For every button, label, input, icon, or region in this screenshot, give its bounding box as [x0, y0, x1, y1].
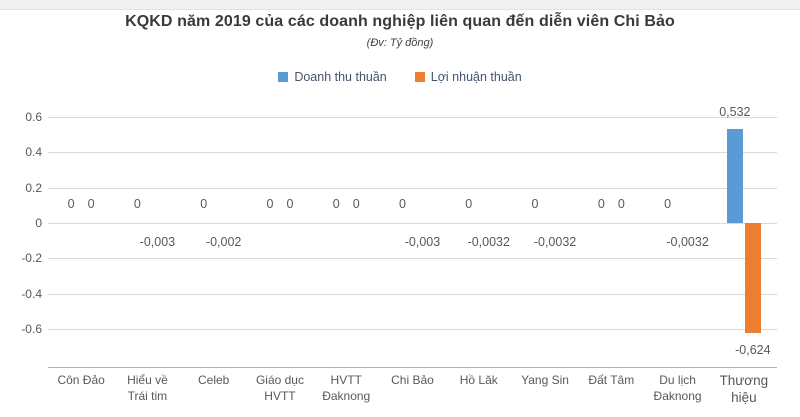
- data-label: -0,002: [205, 235, 242, 249]
- bar-loi-nhuan-thuan: [744, 223, 761, 334]
- data-label: 0: [465, 197, 473, 211]
- data-label: -0,624: [735, 343, 771, 358]
- legend-item: Doanh thu thuần: [278, 70, 387, 84]
- x-axis-category-label: Côn Đảo: [57, 373, 105, 387]
- x-axis-category-label: Yang Sin: [521, 373, 569, 387]
- bar-doanh-thu-thuan: [726, 128, 743, 223]
- data-label: 0,532: [719, 104, 751, 119]
- gridline: [48, 223, 777, 224]
- y-axis-tick-label: -0.6: [21, 322, 42, 337]
- data-label: -0,003: [404, 235, 441, 249]
- data-label: 0: [531, 197, 539, 211]
- chart-subtitle: (Đv: Tỷ đồng): [366, 37, 434, 49]
- gridline: [48, 329, 777, 331]
- x-axis-category-label: Chi Bảo: [391, 373, 434, 387]
- data-label: 0: [133, 197, 141, 211]
- x-axis-category-label: HVTT Đaknong: [322, 373, 371, 403]
- gridline: [48, 187, 777, 189]
- data-label: 0: [286, 197, 294, 211]
- y-axis-tick-label: 0.2: [25, 180, 42, 195]
- x-axis-category-label: Du lịch Đaknong: [653, 373, 702, 403]
- x-axis-category-label: Thương hiệu: [719, 373, 769, 405]
- x-axis-category-label: Hồ Lăk: [459, 373, 498, 387]
- x-axis-line: [48, 367, 777, 368]
- legend-swatch: [414, 72, 425, 82]
- data-label: 0: [266, 197, 274, 211]
- data-label: 0: [67, 197, 75, 211]
- gridline: [48, 258, 777, 260]
- y-axis-tick-label: -0.4: [21, 286, 42, 301]
- y-axis-tick-label: -0.2: [21, 251, 42, 266]
- gridline: [48, 116, 777, 118]
- legend-label: Lợi nhuận thuần: [430, 70, 522, 84]
- data-label: -0,0032: [467, 235, 510, 249]
- chart-title: KQKD năm 2019 của các doanh nghiệp liên …: [125, 13, 675, 30]
- x-axis-category-label: Celeb: [197, 373, 230, 387]
- x-axis-category-label: Giáo dục HVTT: [255, 373, 304, 403]
- window-top-strip: [0, 0, 800, 10]
- data-label: 0: [664, 197, 672, 211]
- gridline: [48, 152, 777, 154]
- data-label: 0: [617, 197, 625, 211]
- data-label: -0,003: [139, 235, 176, 249]
- data-label: -0,0032: [533, 235, 577, 249]
- x-axis-category-label: Hiểu về Trái tim: [127, 373, 168, 403]
- legend-label: Doanh thu thuần: [294, 70, 387, 84]
- y-axis-tick-label: 0.4: [25, 145, 42, 160]
- data-label: 0: [200, 197, 208, 211]
- y-axis-tick-label: 0.6: [25, 109, 42, 124]
- gridline: [48, 293, 777, 295]
- data-label: 0: [87, 197, 95, 211]
- legend-swatch: [278, 72, 289, 82]
- y-axis-tick-label: 0: [35, 216, 42, 230]
- data-label: 0: [597, 197, 605, 211]
- chart-legend: Doanh thu thuần Lợi nhuận thuần: [0, 70, 800, 84]
- data-label: -0,0032: [666, 235, 709, 249]
- data-label: 0: [352, 197, 360, 211]
- data-label: 0: [399, 197, 406, 211]
- legend-item: Lợi nhuận thuần: [414, 70, 522, 84]
- x-axis-category-label: Đất Tâm: [588, 373, 635, 387]
- data-label: 0: [332, 197, 340, 211]
